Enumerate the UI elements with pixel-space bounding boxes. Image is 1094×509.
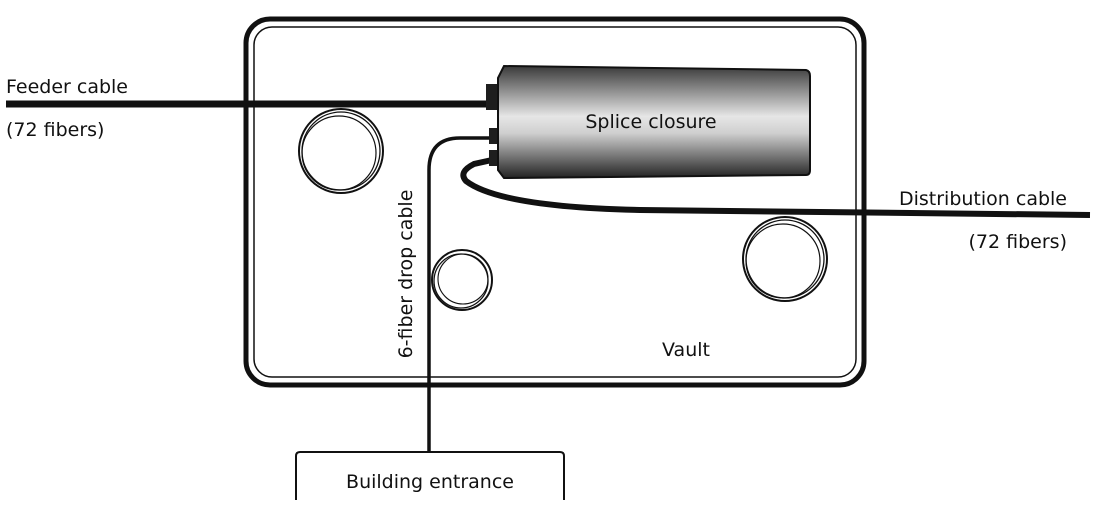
- cable-coil-center: [431, 249, 493, 311]
- vault-label: Vault: [662, 339, 710, 361]
- distribution-cable-line: [460, 157, 1091, 218]
- feeder-cable-label: Feeder cable: [6, 76, 128, 98]
- feeder-fibers-label: (72 fibers): [6, 119, 104, 141]
- drop-cable-label: 6-fiber drop cable: [395, 190, 417, 359]
- cable-coil-left: [298, 108, 384, 194]
- building-entrance-label: Building entrance: [346, 471, 514, 493]
- cable-coil-right: [742, 216, 828, 302]
- distribution-cable-label: Distribution cable: [899, 188, 1067, 210]
- splice-closure: Splice closure: [486, 64, 811, 180]
- splice-closure-label: Splice closure: [585, 111, 716, 133]
- distribution-fibers-label: (72 fibers): [969, 231, 1067, 253]
- building-entrance: Building entrance: [295, 451, 565, 500]
- drop-cable-line: [427, 136, 490, 452]
